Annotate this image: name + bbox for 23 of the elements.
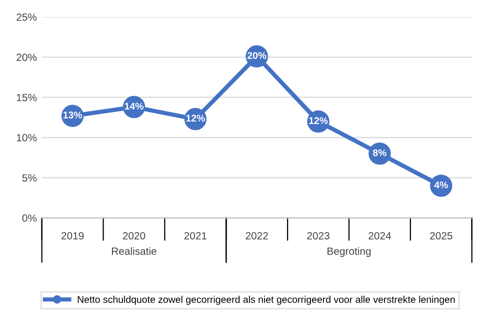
x-tick-label: 2021 — [184, 232, 207, 240]
y-tick-label: 0% — [22, 214, 37, 222]
x-tick-label: 2025 — [430, 232, 452, 240]
data-label: 8% — [373, 149, 386, 156]
legend-label: Netto schuldquote zowel gecorrigeerd als niet gecorrigeerd voor alle verstrekte leningen — [78, 296, 455, 305]
y-tick-label: 25% — [16, 13, 37, 21]
x-tick-label: 2019 — [62, 232, 84, 240]
y-tick-label: 5% — [22, 174, 37, 182]
data-label: 4% — [434, 182, 448, 188]
data-label: 14% — [124, 102, 144, 110]
text: Begroting — [328, 247, 371, 257]
y-tick-label: 20% — [16, 54, 37, 62]
data-label: 12% — [186, 114, 205, 122]
y-tick-label: 10% — [16, 134, 37, 142]
data-label: 13% — [63, 112, 82, 118]
text: Realisatie — [112, 247, 156, 255]
y-tick-label: 15% — [16, 94, 37, 102]
data-label: 12% — [309, 117, 328, 124]
x-tick-label: 2023 — [307, 232, 330, 240]
data-label: 20% — [247, 52, 266, 59]
x-tick-label: 2024 — [368, 232, 391, 240]
x-tick-label: 2020 — [122, 232, 146, 240]
x-tick-label: 2022 — [246, 232, 268, 240]
